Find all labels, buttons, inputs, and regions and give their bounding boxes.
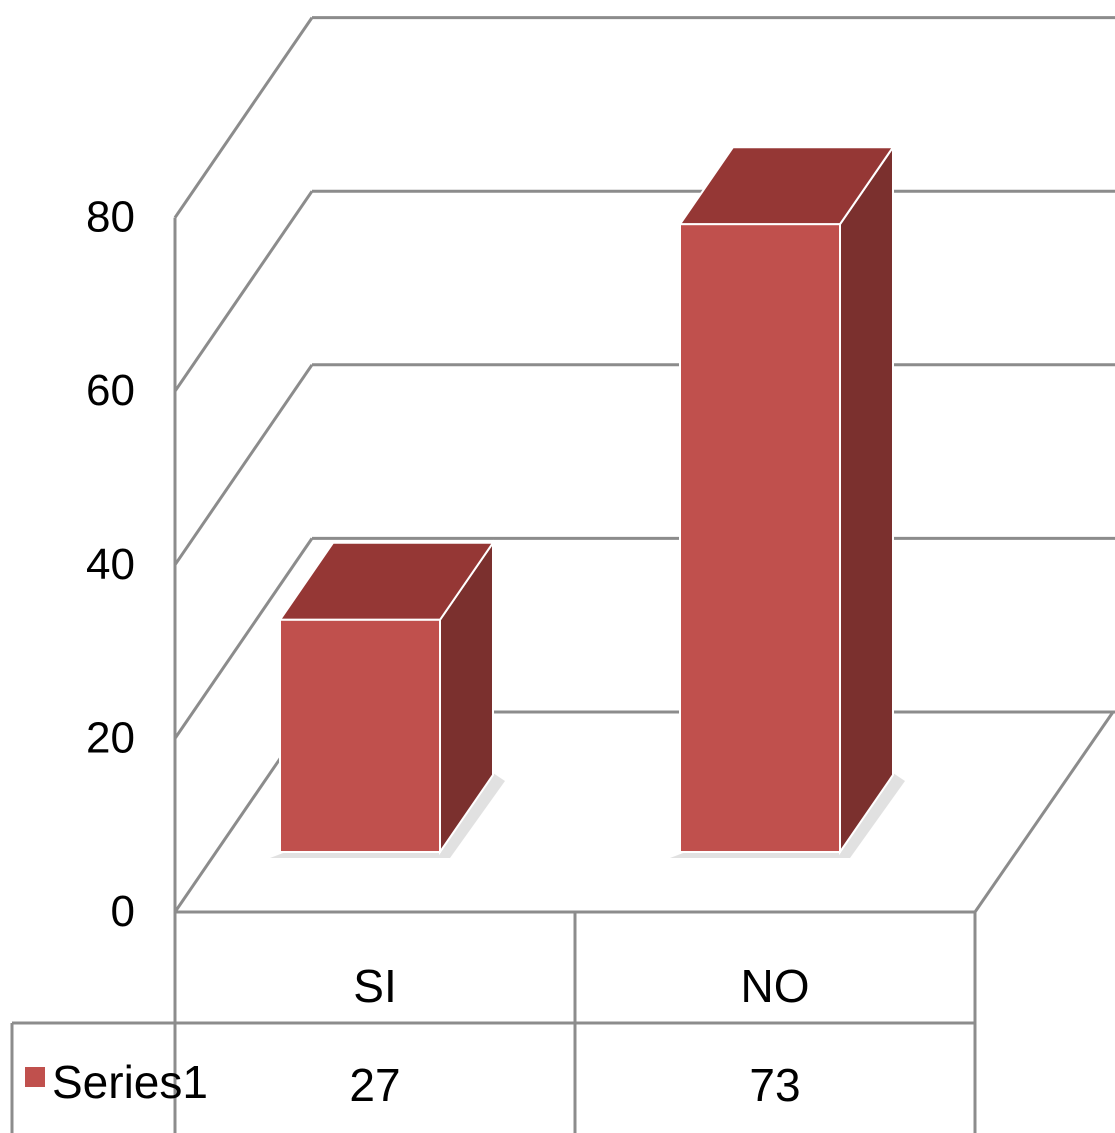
data-label: 73 bbox=[749, 1059, 800, 1111]
bar-front-face bbox=[279, 618, 441, 853]
bar-SI bbox=[270, 539, 505, 858]
y-tick-label: 60 bbox=[86, 366, 135, 415]
data-table: SI 27 NO 73 Series1 bbox=[10, 912, 977, 1133]
y-tick-label: 40 bbox=[86, 540, 135, 589]
bars bbox=[270, 143, 905, 858]
y-tick-label: 0 bbox=[111, 887, 135, 936]
side-wall-gridline bbox=[173, 190, 314, 393]
category-label: NO bbox=[741, 960, 810, 1012]
category-label: SI bbox=[353, 960, 396, 1012]
bar-front-face bbox=[679, 223, 841, 853]
side-wall-gridline bbox=[173, 537, 314, 740]
legend-label: Series1 bbox=[52, 1056, 208, 1108]
floor-right-edge bbox=[973, 711, 1115, 913]
y-tick-label: 80 bbox=[86, 193, 135, 242]
bar-side-face bbox=[839, 143, 894, 856]
bar-NO bbox=[670, 143, 905, 858]
data-label: 27 bbox=[349, 1059, 400, 1111]
y-tick-label: 20 bbox=[86, 713, 135, 762]
legend-key bbox=[25, 1067, 45, 1087]
side-wall-gridline bbox=[173, 16, 314, 219]
y-axis-ticks: 0 20 40 60 80 bbox=[86, 193, 135, 936]
side-wall-gridline bbox=[173, 363, 314, 566]
